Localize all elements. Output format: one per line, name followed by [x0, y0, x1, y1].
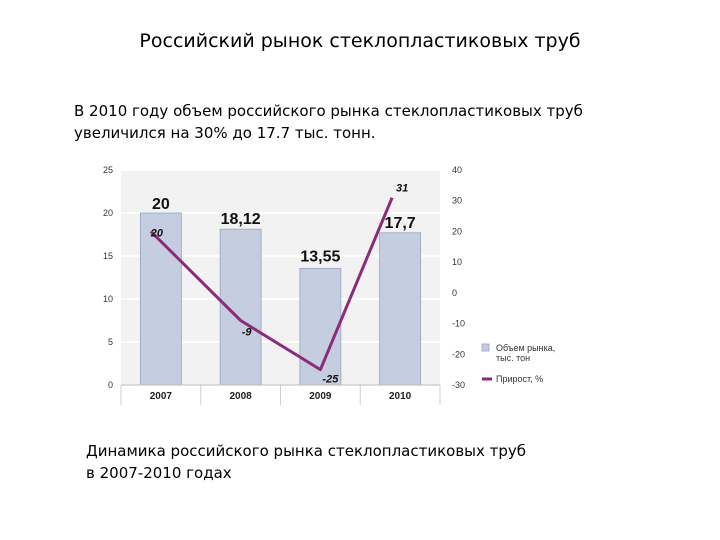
bar-data-label: 13,55: [300, 248, 340, 265]
y-right-tick-label: 40: [452, 165, 462, 175]
y-left-tick-label: 20: [103, 208, 113, 218]
y-left-tick-label: 25: [103, 165, 113, 175]
intro-text: В 2010 году объем российского рынка стек…: [74, 100, 674, 144]
intro-line-1: В 2010 году объем российского рынка стек…: [74, 102, 583, 120]
y-right-tick-label: 10: [452, 257, 462, 267]
line-data-label: -25: [322, 374, 339, 386]
y-left-tick-label: 15: [103, 251, 113, 261]
bar-data-label: 18,12: [221, 211, 261, 228]
y-right-tick-label: 20: [452, 226, 462, 236]
slide-title: Российский рынок стеклопластиковых труб: [139, 30, 581, 52]
legend-line-label: Прирост, %: [496, 374, 543, 384]
caption-line-2: в 2007-2010 годах: [86, 464, 232, 482]
y-right-tick-label: -30: [452, 380, 465, 390]
y-right-tick-label: -20: [452, 349, 465, 359]
axes: 0 5 10 15 20 25 -30 -20 -10 0 10 20 30 40 2007 2008 2009…: [103, 165, 465, 405]
legend-bar-label-2: тыс. тон: [496, 353, 530, 363]
bar-data-label: 20: [152, 196, 170, 213]
legend-bar-label-1: Объем рынка,: [496, 343, 555, 353]
line-series: 20 -9 -25 31: [150, 183, 409, 386]
bar: [379, 232, 422, 386]
x-tick-label: 2009: [309, 391, 332, 402]
legend: Объем рынка,тыс. тон Прирост, %: [481, 343, 555, 384]
chart-canvas: 20 18,12 13,55 17,7 20 -9 -25 31 0 5 10 15 20 25 -30…: [103, 165, 555, 405]
market-chart: 20 18,12 13,55 17,7 20 -9 -25 31 0 5 10 15 20 25 -30…: [85, 158, 585, 410]
y-left-tick-label: 10: [103, 294, 113, 304]
y-left-tick-label: 5: [108, 337, 113, 347]
bar: [299, 268, 342, 386]
line-data-label: -9: [242, 327, 253, 339]
legend-bar-swatch: [481, 343, 490, 352]
y-right-tick-label: 0: [452, 288, 457, 298]
bar-data-label: 17,7: [385, 215, 416, 232]
x-tick-label: 2010: [389, 391, 412, 402]
y-right-tick-label: -10: [452, 319, 465, 329]
x-tick-label: 2007: [150, 391, 173, 402]
x-tick-label: 2008: [230, 391, 253, 402]
chart-caption: Динамика российского рынка стеклопластик…: [86, 440, 586, 484]
intro-line-2: увеличился на 30% до 17.7 тыс. тонн.: [74, 124, 376, 142]
line-data-label: 31: [396, 183, 408, 195]
line-data-label: 20: [150, 227, 164, 239]
y-right-tick-label: 30: [452, 196, 462, 206]
y-left-tick-label: 0: [108, 380, 113, 390]
caption-line-1: Динамика российского рынка стеклопластик…: [86, 442, 527, 460]
growth-line: [149, 197, 394, 372]
